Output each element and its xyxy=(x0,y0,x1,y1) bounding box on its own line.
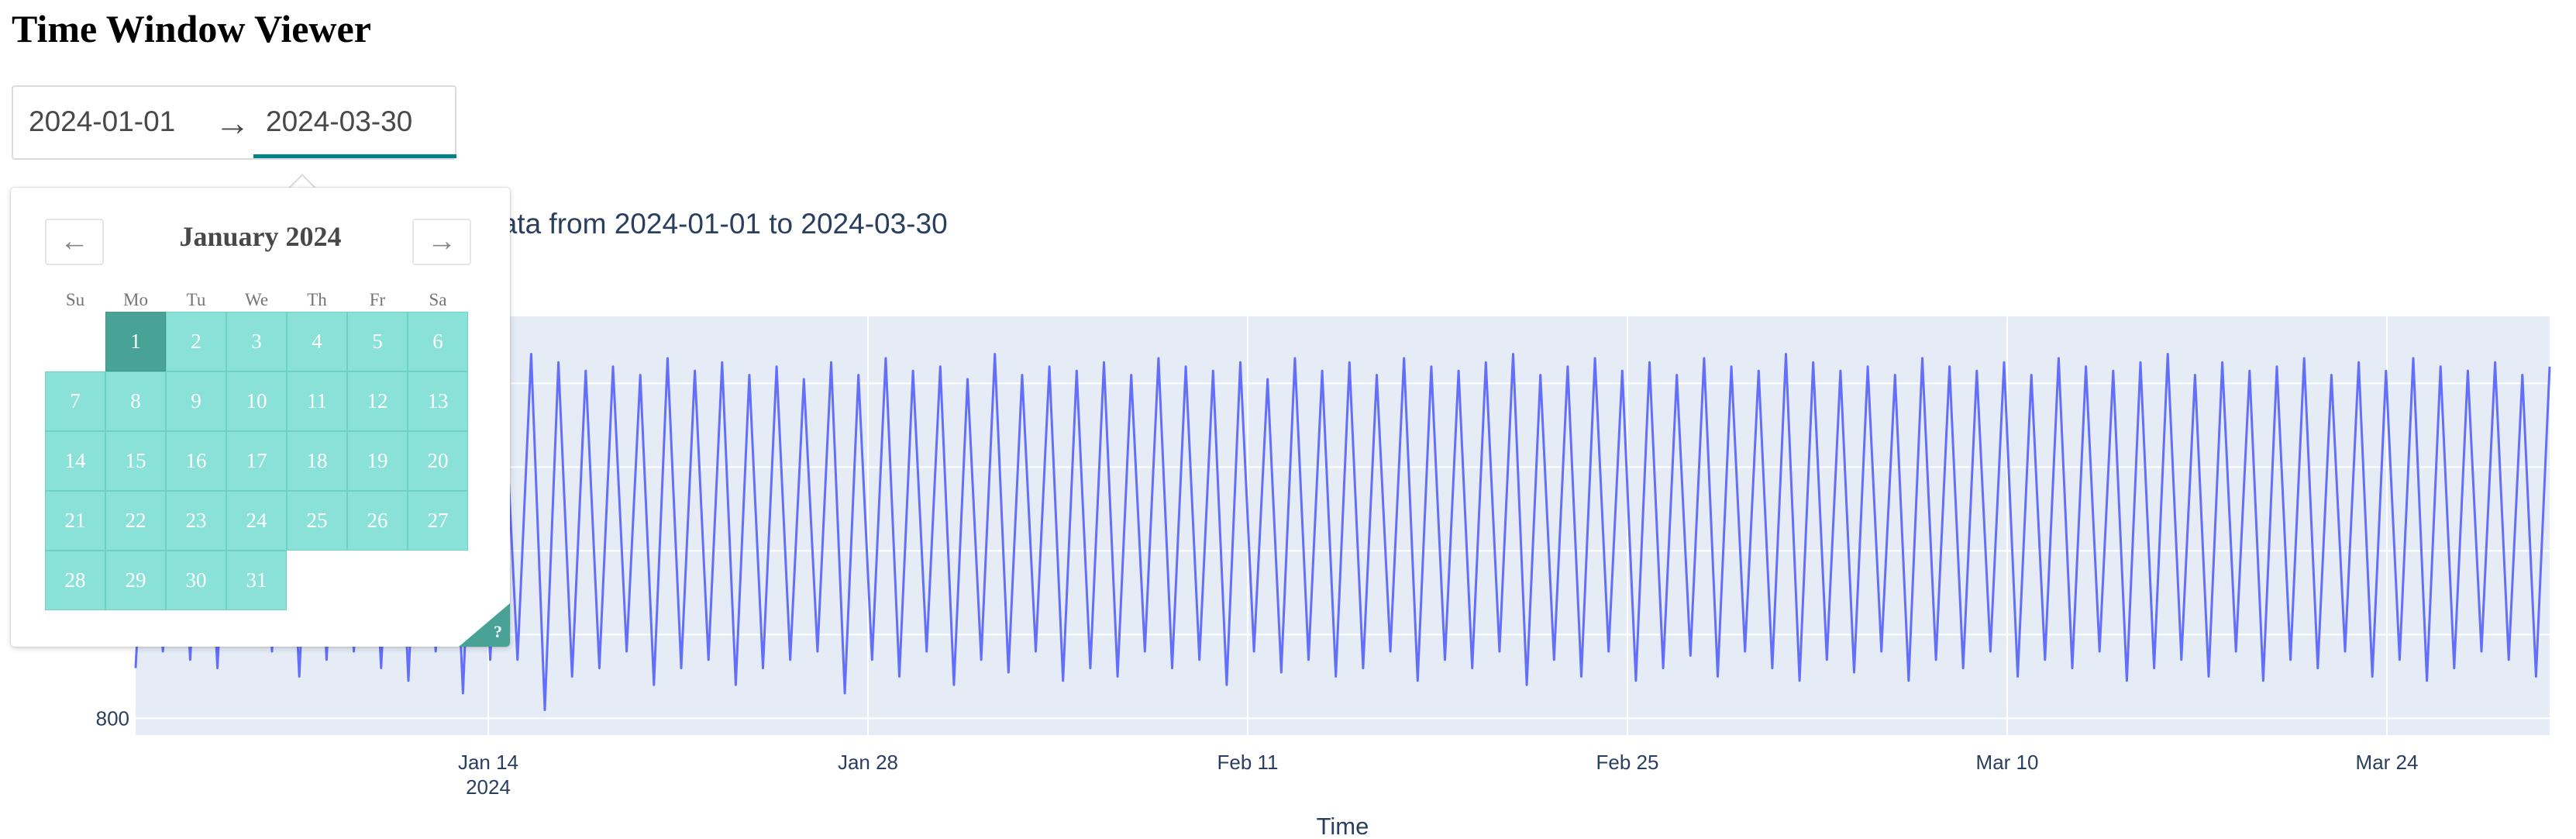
start-date-input[interactable] xyxy=(13,98,207,146)
x-tick-label: Feb 25 xyxy=(1596,751,1659,774)
calendar-day[interactable]: 1 xyxy=(105,312,166,371)
calendar-day[interactable]: 26 xyxy=(347,491,408,551)
help-icon[interactable]: ? xyxy=(494,622,502,641)
prev-month-button[interactable]: ← xyxy=(45,219,104,265)
calendar-day[interactable]: 7 xyxy=(45,371,105,431)
end-date-input[interactable] xyxy=(250,98,456,146)
weekday-label: Fr xyxy=(369,290,386,309)
x-tick-label: Mar 24 xyxy=(2356,751,2419,774)
calendar-day[interactable]: 14 xyxy=(45,431,105,491)
calendar-day[interactable]: 5 xyxy=(347,312,408,371)
calendar-day[interactable]: 23 xyxy=(166,491,226,551)
weekday-header: Su Mo Tu We Th Fr Sa xyxy=(45,290,468,313)
calendar-day[interactable]: 9 xyxy=(166,371,226,431)
x-tick-label: Feb 11 xyxy=(1217,751,1278,774)
calendar-day[interactable]: 20 xyxy=(408,431,468,491)
calendar-day[interactable]: 30 xyxy=(166,551,226,610)
x-axis-label: Time xyxy=(1317,813,1369,839)
calendar-day[interactable]: 27 xyxy=(408,491,468,551)
chart-title: Data from 2024-01-01 to 2024-03-30 xyxy=(480,208,948,240)
calendar-day[interactable]: 24 xyxy=(226,491,287,551)
calendar-caret-inner xyxy=(288,176,316,190)
calendar-day[interactable]: 18 xyxy=(287,431,347,491)
calendar-day[interactable]: 21 xyxy=(45,491,105,551)
series-line xyxy=(134,353,2551,712)
calendar-day[interactable]: 4 xyxy=(287,312,347,371)
calendar-day[interactable]: 31 xyxy=(226,551,287,610)
calendar-day[interactable]: 19 xyxy=(347,431,408,491)
calendar-day[interactable]: 16 xyxy=(166,431,226,491)
calendar-day[interactable]: 29 xyxy=(105,551,166,610)
active-input-underline xyxy=(253,154,456,158)
calendar-day[interactable]: 11 xyxy=(287,371,347,431)
page-title: Time Window Viewer xyxy=(12,7,371,50)
calendar-day[interactable]: 10 xyxy=(226,371,287,431)
weekday-label: We xyxy=(244,290,269,309)
keyboard-shortcuts-button[interactable] xyxy=(459,603,510,647)
calendar-day[interactable]: 12 xyxy=(347,371,408,431)
y-tick-label: 800 xyxy=(96,706,129,730)
x-tick-label: Jan 14 xyxy=(458,751,518,774)
x-tick-label: Jan 28 xyxy=(838,751,898,774)
calendar-day[interactable]: 3 xyxy=(226,312,287,371)
weekday-label: Th xyxy=(307,290,327,309)
right-arrow-icon: → xyxy=(215,102,250,143)
weekday-label: Mo xyxy=(123,290,148,309)
calendar-days-grid: 1 2 3 4 5 6 7 8 9 10 11 12 13 14 15 16 17 18 19 20 21 22 23 24 2… xyxy=(45,312,468,614)
x-tick-label: Mar 10 xyxy=(1976,751,2039,774)
calendar-day[interactable]: 6 xyxy=(408,312,468,371)
weekday-label: Tu xyxy=(186,290,206,309)
calendar-day[interactable]: 17 xyxy=(226,431,287,491)
calendar-day[interactable]: 25 xyxy=(287,491,347,551)
calendar-day[interactable]: 28 xyxy=(45,551,105,610)
calendar-day[interactable]: 15 xyxy=(105,431,166,491)
weekday-label: Sa xyxy=(429,290,447,309)
next-month-button[interactable]: → xyxy=(412,219,471,265)
calendar-month-label: January 2024 xyxy=(179,221,342,252)
calendar-day[interactable]: 13 xyxy=(408,371,468,431)
weekday-label: Su xyxy=(65,290,85,309)
calendar-day[interactable]: 2 xyxy=(166,312,226,371)
calendar-day[interactable]: 8 xyxy=(105,371,166,431)
x-tick-sublabel: 2024 xyxy=(466,775,511,799)
date-range-picker[interactable]: → xyxy=(12,85,456,160)
calendar-day[interactable]: 22 xyxy=(105,491,166,551)
